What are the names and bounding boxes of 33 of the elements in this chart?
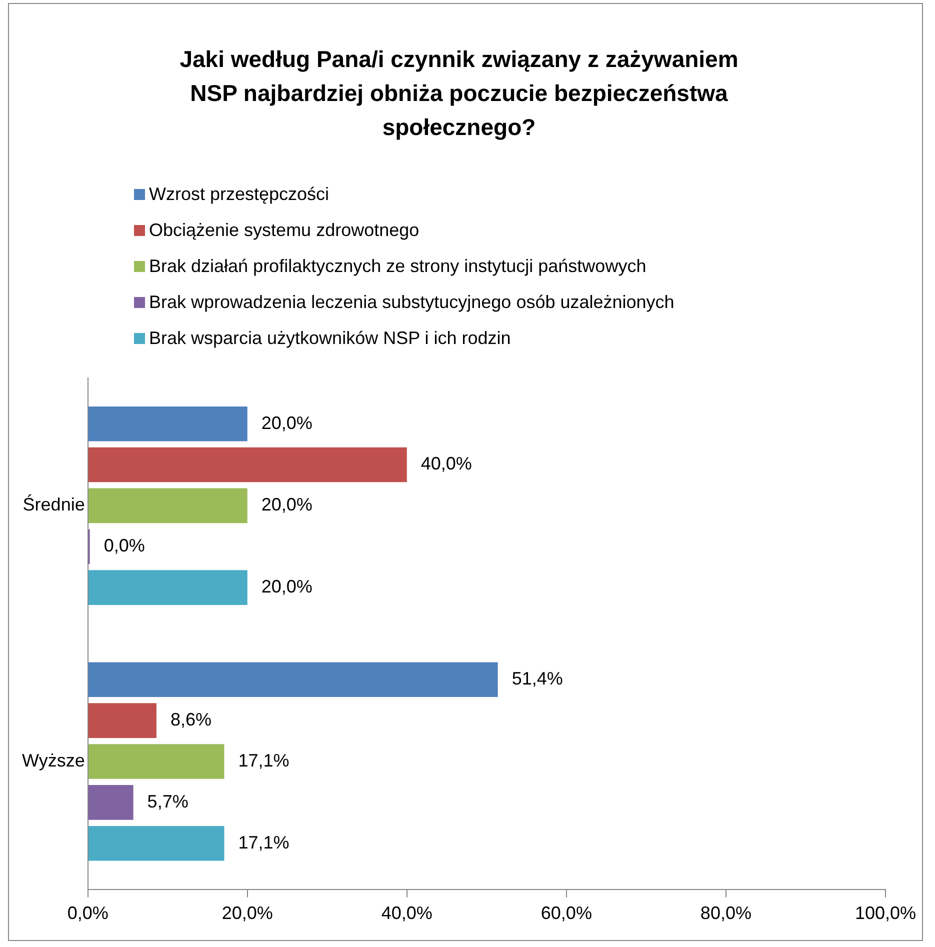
data-label: 17,1% bbox=[238, 832, 290, 852]
x-tick-label: 20,0% bbox=[222, 903, 273, 924]
legend-label: Wzrost przestępczości bbox=[149, 184, 330, 204]
bar bbox=[88, 662, 498, 698]
bar bbox=[88, 570, 248, 605]
bar bbox=[88, 785, 134, 820]
y-tick-label: Wyższe bbox=[22, 750, 85, 770]
legend-label: Obciążenie systemu zdrowotnego bbox=[149, 220, 420, 240]
data-label: 17,1% bbox=[238, 750, 290, 770]
data-label: 8,6% bbox=[170, 710, 212, 730]
bar bbox=[88, 703, 156, 738]
data-label: 5,7% bbox=[147, 791, 188, 812]
data-label: 40,0% bbox=[420, 454, 472, 474]
data-label: 51,4% bbox=[512, 668, 563, 689]
legend-label: Brak wsparcia użytkowników NSP i ich rodzin bbox=[149, 328, 511, 348]
x-tick-label: 100,0% bbox=[854, 903, 916, 924]
data-label: 0,0% bbox=[104, 536, 145, 556]
data-label: 20,0% bbox=[261, 576, 312, 597]
y-tick-label: Średnie bbox=[22, 494, 85, 515]
data-label: 20,0% bbox=[261, 412, 312, 433]
x-tick-label: 40,0% bbox=[381, 903, 432, 924]
bar bbox=[88, 447, 407, 482]
x-tick-label: 60,0% bbox=[540, 903, 592, 924]
bar bbox=[88, 744, 224, 779]
legend-label: Brak działań profilaktycznych ze strony instytucji państwowych bbox=[149, 256, 646, 276]
legend-label: Brak wprowadzenia leczenia substytucyjnego osób uzależnionych bbox=[149, 292, 674, 312]
bar bbox=[88, 488, 248, 524]
x-tick-label: 0,0% bbox=[67, 903, 108, 924]
bar bbox=[88, 406, 248, 442]
bar bbox=[88, 826, 224, 861]
data-label: 20,0% bbox=[261, 494, 312, 515]
x-tick-label: 80,0% bbox=[700, 903, 752, 924]
chart-title: Jaki według Pana/i czynnik związany z zażywaniem NSP najbardziej obniża poczucie bezpieczeństwa społecznego? bbox=[178, 45, 740, 142]
